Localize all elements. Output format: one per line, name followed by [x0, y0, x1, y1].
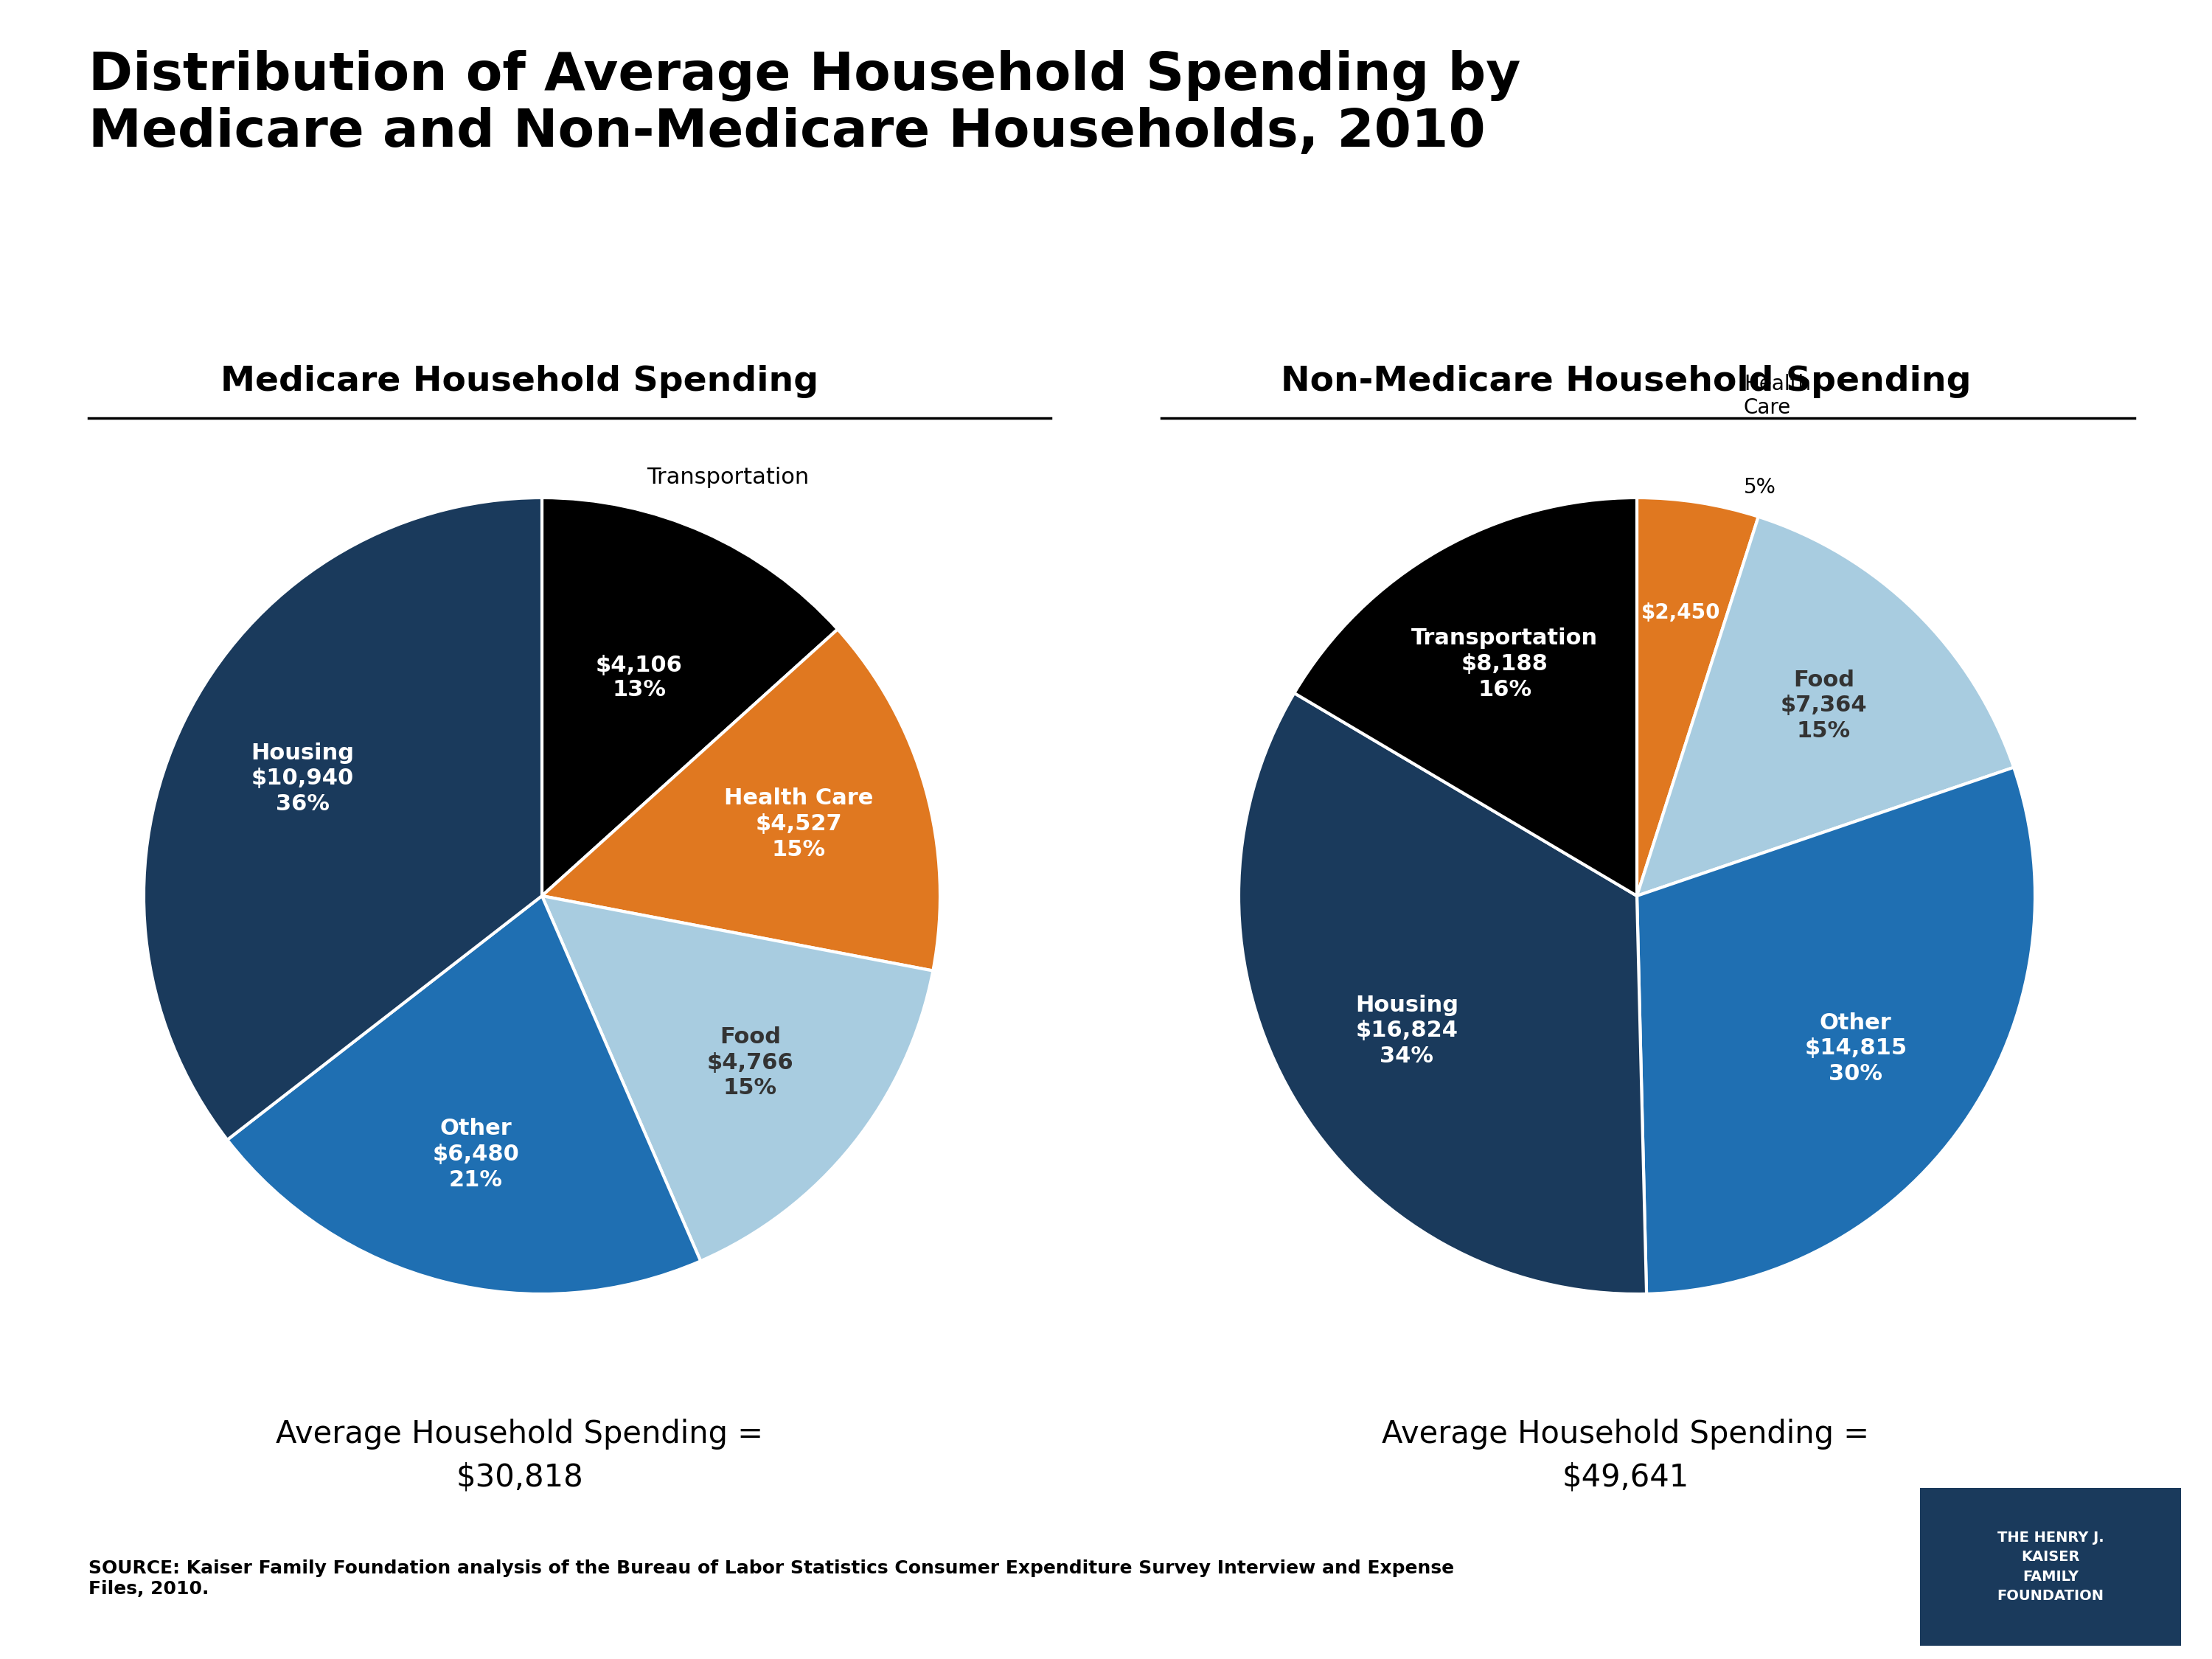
Text: SOURCE: Kaiser Family Foundation analysis of the Bureau of Labor Statistics Cons: SOURCE: Kaiser Family Foundation analysi… [88, 1559, 1453, 1598]
Text: Transportation
$8,188
16%: Transportation $8,188 16% [1411, 627, 1597, 700]
Text: Transportation: Transportation [646, 466, 810, 488]
Text: Distribution of Average Household Spending by
Medicare and Non-Medicare Househol: Distribution of Average Household Spendi… [88, 50, 1520, 158]
Wedge shape [542, 498, 838, 896]
Text: Medicare Household Spending: Medicare Household Spending [221, 365, 818, 398]
Wedge shape [1239, 693, 1646, 1294]
Wedge shape [1637, 516, 2013, 896]
Wedge shape [228, 896, 701, 1294]
Text: Health
Care: Health Care [1743, 373, 1812, 418]
Text: Health Care
$4,527
15%: Health Care $4,527 15% [723, 788, 874, 861]
Text: Average Household Spending =
$49,641: Average Household Spending = $49,641 [1382, 1418, 1869, 1493]
Text: $2,450: $2,450 [1641, 602, 1721, 622]
Wedge shape [1294, 498, 1637, 896]
Text: Average Household Spending =
$30,818: Average Household Spending = $30,818 [276, 1418, 763, 1493]
Text: Other
$14,815
30%: Other $14,815 30% [1805, 1012, 1907, 1085]
Text: Housing
$16,824
34%: Housing $16,824 34% [1356, 994, 1458, 1067]
Text: $4,106
13%: $4,106 13% [595, 655, 684, 700]
Text: Food
$4,766
15%: Food $4,766 15% [708, 1027, 794, 1098]
Wedge shape [1637, 768, 2035, 1294]
Text: Food
$7,364
15%: Food $7,364 15% [1781, 669, 1867, 742]
Text: Other
$6,480
21%: Other $6,480 21% [431, 1118, 520, 1191]
Text: THE HENRY J.
KAISER
FAMILY
FOUNDATION: THE HENRY J. KAISER FAMILY FOUNDATION [1997, 1531, 2104, 1603]
Wedge shape [1637, 498, 1759, 896]
Wedge shape [542, 896, 933, 1261]
Text: Non-Medicare Household Spending: Non-Medicare Household Spending [1281, 365, 1971, 398]
Wedge shape [542, 629, 940, 971]
Text: Housing
$10,940
36%: Housing $10,940 36% [250, 742, 354, 815]
Text: 5%: 5% [1743, 478, 1776, 498]
Wedge shape [144, 498, 542, 1140]
